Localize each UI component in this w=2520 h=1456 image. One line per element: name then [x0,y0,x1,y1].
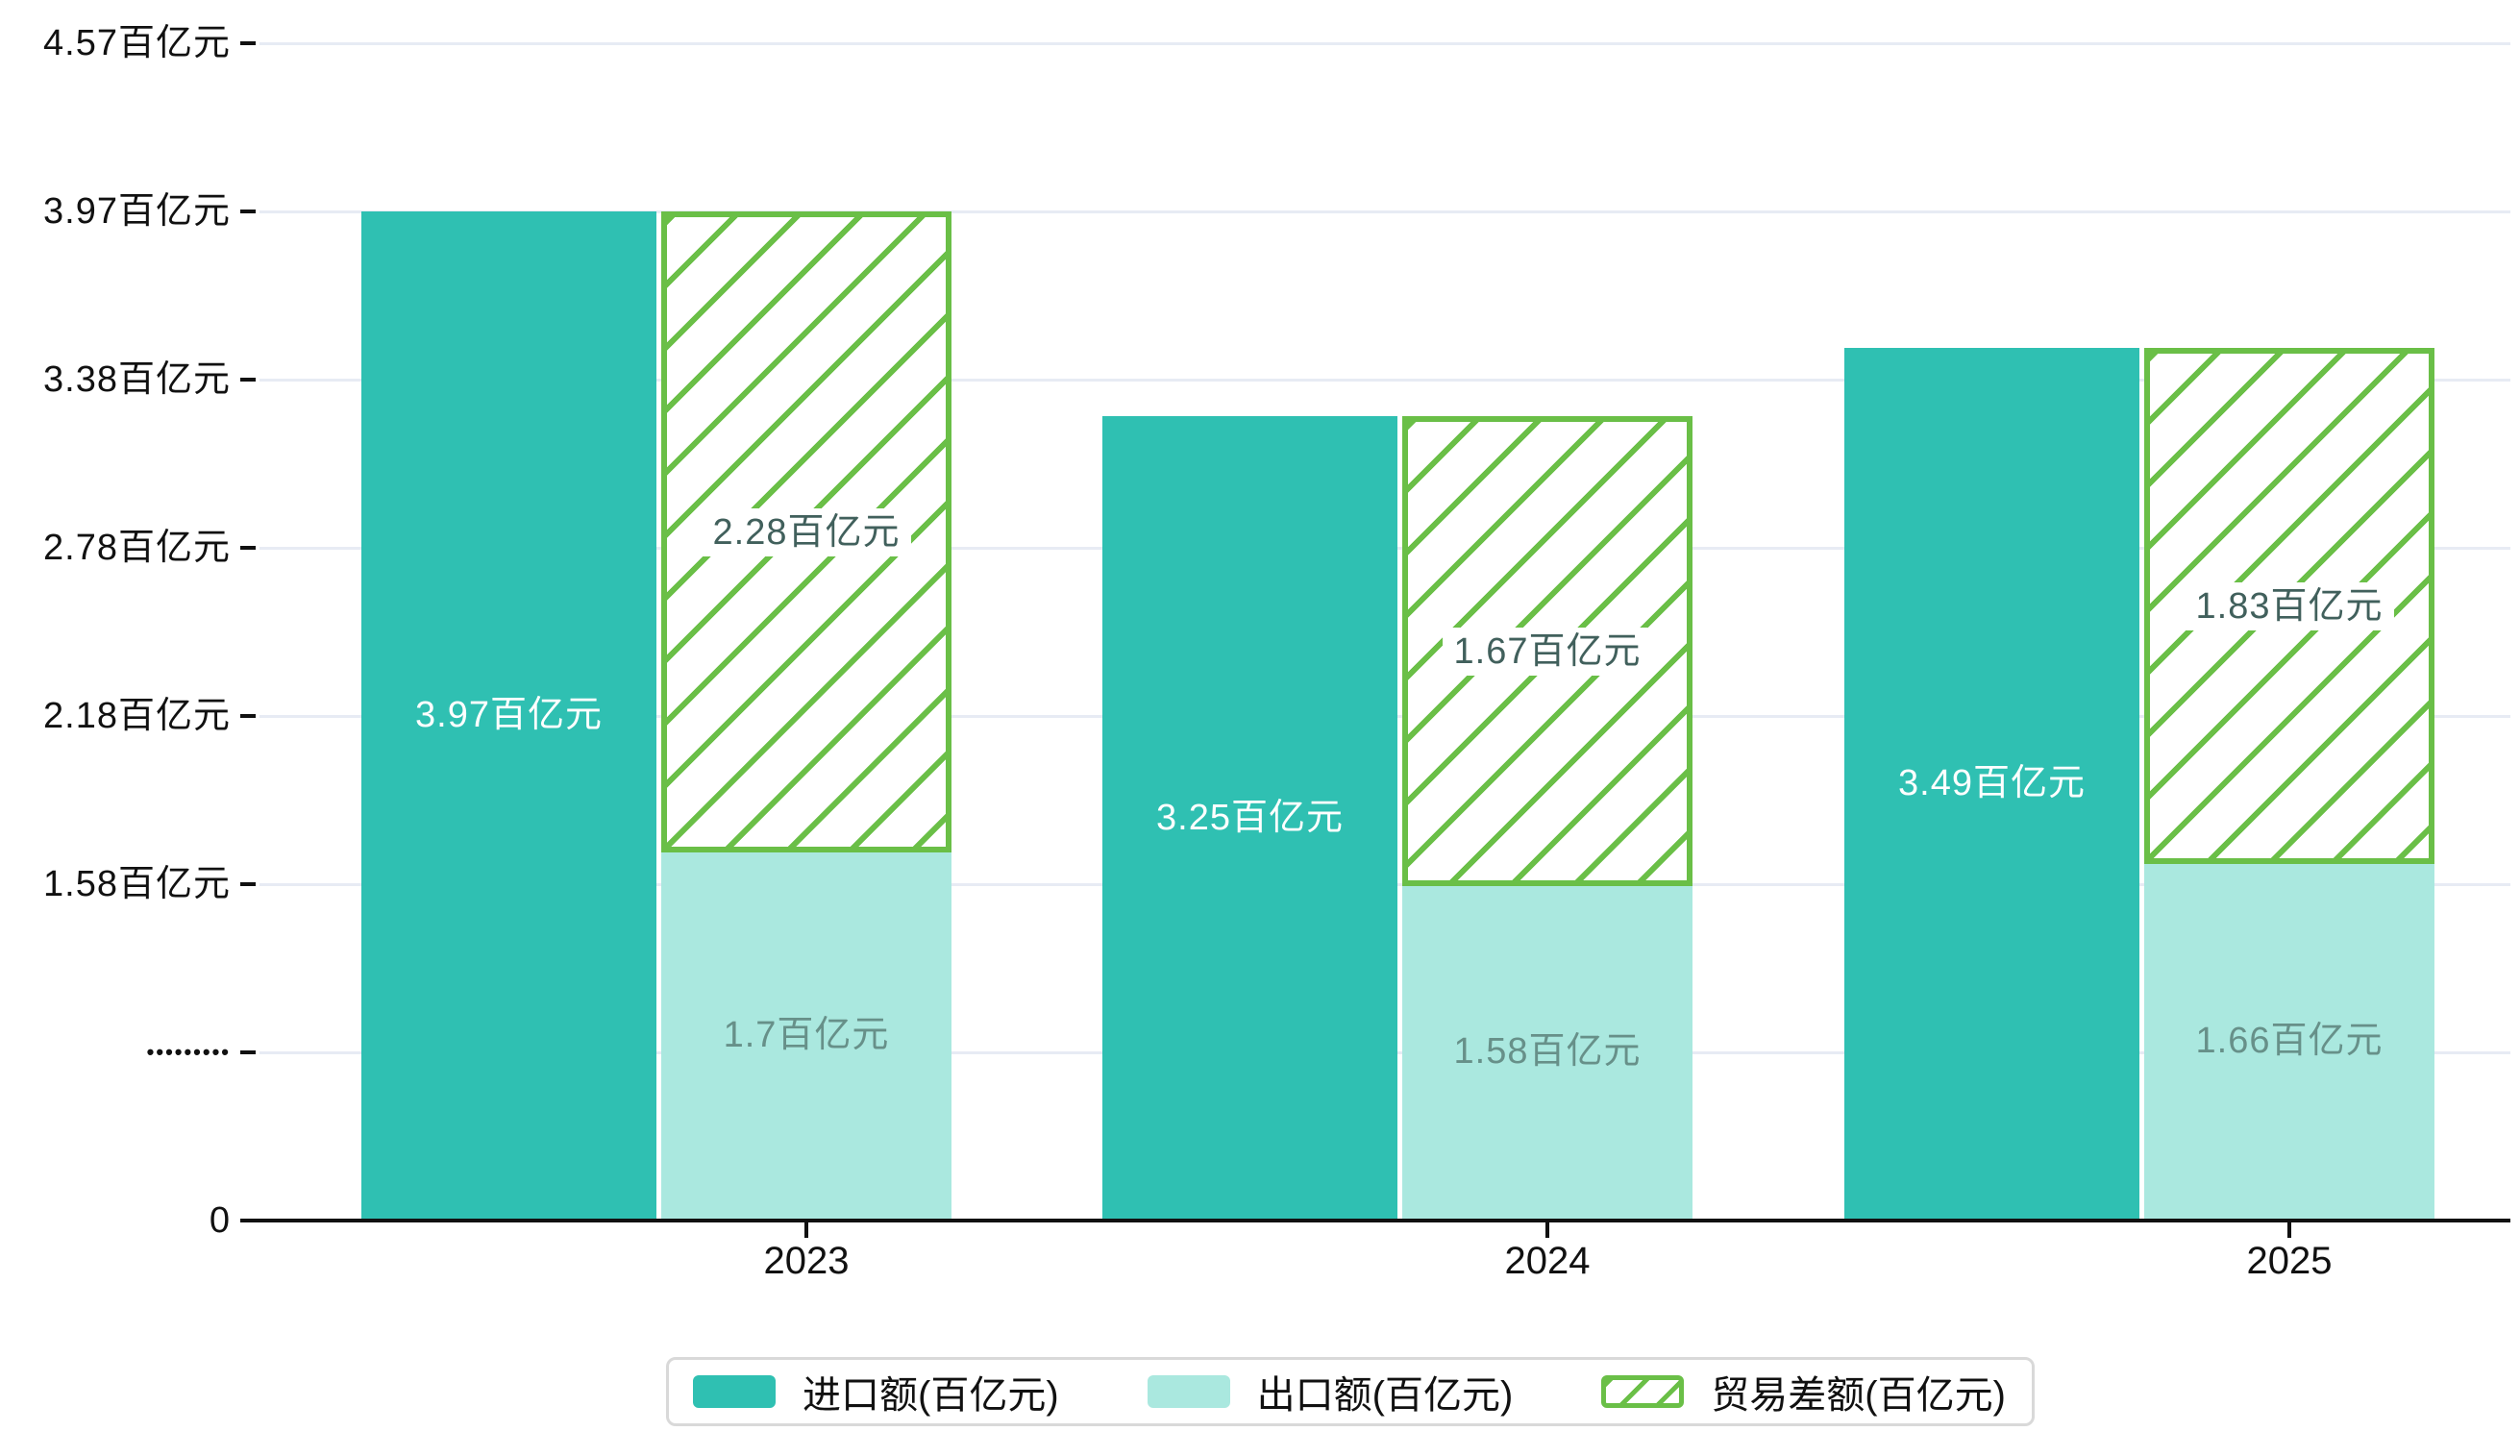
legend-item-export[interactable]: 出口额(百亿元) [1147,1364,1514,1419]
trade-balance-bar: 1.67百亿元 [1402,416,1692,886]
y-gridline [259,379,2510,382]
trade-balance-bar: 2.28百亿元 [661,211,951,852]
import-bar: 3.97百亿元 [361,211,656,1219]
legend-label-export: 出口额(百亿元) [1256,1374,1514,1417]
x-tick-mark [1545,1222,1549,1238]
x-tick-label: 2025 [2246,1240,2333,1282]
legend-swatch-export [1147,1375,1230,1408]
export-bar: 1.7百亿元 [661,851,951,1219]
y-tick-mark [240,41,256,45]
import-bar-label: 3.49百亿元 [1898,763,2086,803]
y-tick-label: 3.38百亿元 [43,359,231,400]
import-bar: 3.49百亿元 [1844,348,2139,1219]
x-tick-label: 2024 [1504,1240,1591,1282]
trade-balance-bar: 1.83百亿元 [2144,348,2434,864]
y-tick-label: 3.97百亿元 [43,191,231,232]
legend-item-trade-balance[interactable]: 贸易差额(百亿元) [1601,1364,2006,1419]
y-tick-label: ••••••••• [146,1040,231,1064]
trade-balance-bar-label: 1.83百亿元 [2184,581,2395,630]
y-tick-mark [240,714,256,718]
x-tick-label: 2023 [763,1240,850,1282]
y-tick-label: 4.57百亿元 [43,23,231,63]
import-bar-label: 3.97百亿元 [415,695,603,735]
x-axis-line [242,1219,2510,1222]
export-bar: 1.58百亿元 [1402,884,1692,1219]
x-tick-mark [2287,1222,2291,1238]
legend: 进口额(百亿元) 出口额(百亿元) 贸易差额(百亿元) [666,1357,2035,1426]
y-tick-mark [240,378,256,382]
x-tick-mark [804,1222,808,1238]
import-bar-label: 3.25百亿元 [1156,797,1344,838]
y-gridline [259,210,2510,213]
y-tick-label: 1.58百亿元 [43,864,231,904]
export-bar-label: 1.58百亿元 [1453,1031,1642,1072]
y-tick-label: 2.78百亿元 [43,528,231,568]
y-gridline [259,42,2510,45]
y-tick-mark [240,210,256,213]
export-bar-label: 1.66百亿元 [2195,1020,2384,1061]
import-bar: 3.25百亿元 [1102,416,1397,1219]
legend-label-trade-balance: 贸易差额(百亿元) [1711,1374,2006,1417]
y-tick-label: 0 [209,1200,231,1241]
legend-swatch-import [693,1375,776,1408]
y-tick-label: 2.18百亿元 [43,696,231,736]
trade-balance-bar-label: 1.67百亿元 [1442,627,1653,676]
legend-swatch-trade-balance [1601,1375,1685,1408]
trade-balance-bar-label: 2.28百亿元 [701,507,912,556]
export-bar: 1.66百亿元 [2144,862,2434,1219]
y-tick-mark [240,546,256,550]
legend-item-import[interactable]: 进口额(百亿元) [693,1364,1059,1419]
legend-label-import: 进口额(百亿元) [803,1374,1059,1417]
y-tick-mark [240,1050,256,1054]
export-bar-label: 1.7百亿元 [723,1014,890,1055]
y-tick-mark [240,882,256,886]
